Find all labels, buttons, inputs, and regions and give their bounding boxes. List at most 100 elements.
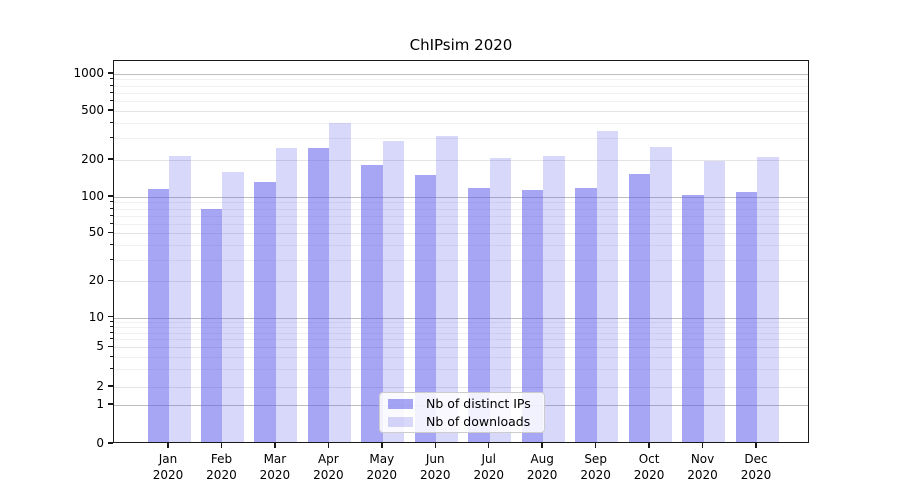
y-tick-minor-4 bbox=[110, 355, 113, 357]
bar-distinct-ips-mar[interactable] bbox=[254, 182, 276, 442]
bar-downloads-jan[interactable] bbox=[169, 155, 191, 442]
bar-downloads-apr[interactable] bbox=[329, 123, 351, 442]
bar-distinct-ips-jun[interactable] bbox=[414, 175, 437, 442]
legend-label-downloads: Nb of downloads bbox=[426, 414, 531, 429]
y-tick-minor-60 bbox=[110, 222, 113, 224]
x-tick-label-oct: Oct 2020 bbox=[633, 452, 665, 482]
gridline-y-600 bbox=[114, 101, 808, 103]
y-tick-label-1000: 1000 bbox=[73, 65, 104, 80]
gridline-y-60 bbox=[114, 223, 808, 225]
y-tick-minor-3 bbox=[110, 368, 113, 370]
plot-area bbox=[113, 60, 809, 443]
y-tick-minor-400 bbox=[110, 121, 113, 123]
gridline-y-10 bbox=[114, 317, 808, 319]
gridline-y-8 bbox=[114, 327, 808, 329]
bar-distinct-ips-apr[interactable] bbox=[307, 148, 330, 442]
gridline-y-3 bbox=[114, 369, 808, 371]
gridline-y-4 bbox=[114, 356, 808, 358]
chart-title: ChIPsim 2020 bbox=[409, 36, 513, 54]
y-tick-minor-90 bbox=[110, 201, 113, 203]
gridline-y-200 bbox=[114, 159, 808, 161]
bar-distinct-ips-jan[interactable] bbox=[147, 188, 169, 442]
gridline-y-40 bbox=[114, 244, 808, 246]
bar-distinct-ips-may[interactable] bbox=[361, 165, 383, 442]
gridline-y-90 bbox=[114, 202, 808, 204]
y-tick-minor-7 bbox=[110, 331, 113, 333]
x-tick-label-jun: Jun 2020 bbox=[419, 452, 451, 482]
y-tick-minor-5 bbox=[110, 346, 113, 348]
x-tick-jun bbox=[434, 443, 437, 448]
bar-downloads-oct[interactable] bbox=[650, 147, 672, 442]
bar-downloads-may[interactable] bbox=[382, 140, 405, 442]
y-tick-10 bbox=[108, 315, 113, 318]
gridline-y-5 bbox=[114, 347, 808, 349]
y-tick-minor-2 bbox=[110, 385, 113, 387]
legend-label-distinct-ips: Nb of distinct IPs bbox=[426, 396, 531, 411]
x-tick-label-jul: Jul 2020 bbox=[473, 452, 504, 482]
x-tick-label-dec: Dec 2020 bbox=[740, 452, 772, 482]
bar-downloads-aug[interactable] bbox=[543, 155, 565, 442]
bar-distinct-ips-oct[interactable] bbox=[628, 174, 651, 442]
y-tick-minor-600 bbox=[110, 100, 113, 102]
y-tick-0 bbox=[108, 442, 113, 444]
y-tick-minor-9 bbox=[110, 321, 113, 323]
gridline-y-7 bbox=[114, 332, 808, 334]
bar-downloads-jul[interactable] bbox=[489, 157, 512, 442]
x-tick-label-may: May 2020 bbox=[366, 452, 398, 482]
y-tick-minor-80 bbox=[110, 207, 113, 209]
x-tick-label-feb: Feb 2020 bbox=[206, 452, 237, 482]
bar-distinct-ips-jul[interactable] bbox=[468, 188, 490, 442]
x-tick-label-sep: Sep 2020 bbox=[580, 452, 611, 482]
bar-distinct-ips-feb[interactable] bbox=[200, 208, 223, 442]
bar-downloads-sep[interactable] bbox=[596, 130, 619, 442]
y-tick-minor-200 bbox=[110, 158, 113, 160]
bar-distinct-ips-aug[interactable] bbox=[521, 190, 544, 442]
bar-downloads-dec[interactable] bbox=[757, 156, 779, 442]
bar-downloads-nov[interactable] bbox=[703, 160, 726, 442]
x-tick-may bbox=[381, 443, 383, 448]
y-tick-minor-6 bbox=[110, 338, 113, 340]
y-tick-minor-900 bbox=[110, 78, 113, 80]
bar-downloads-mar[interactable] bbox=[275, 148, 298, 442]
gridline-y-2 bbox=[114, 386, 808, 388]
gridline-y-1000 bbox=[114, 73, 808, 75]
y-tick-label-10: 10 bbox=[88, 309, 104, 324]
gridline-y-700 bbox=[114, 92, 808, 94]
gridline-y-500 bbox=[114, 110, 808, 112]
x-tick-label-aug: Aug 2020 bbox=[526, 452, 558, 482]
gridline-y-70 bbox=[114, 215, 808, 217]
x-tick-oct bbox=[648, 443, 650, 448]
y-tick-label-20: 20 bbox=[88, 273, 104, 288]
y-tick-1 bbox=[108, 403, 113, 405]
gridline-y-20 bbox=[114, 281, 808, 283]
x-tick-nov bbox=[701, 443, 704, 448]
y-tick-label-200: 200 bbox=[81, 151, 104, 166]
gridline-y-30 bbox=[114, 260, 808, 262]
gridline-y-300 bbox=[114, 138, 808, 140]
gridline-y-100 bbox=[114, 196, 808, 198]
bar-distinct-ips-nov[interactable] bbox=[682, 194, 704, 442]
bar-downloads-feb[interactable] bbox=[222, 171, 244, 442]
y-tick-label-0: 0 bbox=[96, 436, 104, 450]
y-tick-1000 bbox=[108, 72, 113, 74]
y-tick-label-2: 2 bbox=[96, 378, 104, 393]
gridline-y-6 bbox=[114, 339, 808, 341]
x-tick-label-jan: Jan 2020 bbox=[152, 452, 184, 482]
bar-downloads-jun[interactable] bbox=[436, 136, 458, 442]
x-tick-jul bbox=[487, 443, 490, 448]
bar-distinct-ips-sep[interactable] bbox=[575, 188, 597, 442]
legend-item-downloads[interactable]: Nb of downloads bbox=[388, 414, 536, 429]
y-tick-label-1: 1 bbox=[96, 396, 104, 411]
y-tick-minor-40 bbox=[110, 243, 113, 245]
bar-distinct-ips-dec[interactable] bbox=[735, 191, 757, 442]
x-tick-dec bbox=[755, 443, 757, 448]
x-tick-mar bbox=[274, 443, 276, 448]
gridline-y-80 bbox=[114, 208, 808, 210]
y-tick-minor-20 bbox=[110, 280, 113, 282]
y-tick-label-50: 50 bbox=[88, 225, 104, 240]
y-tick-minor-300 bbox=[110, 137, 113, 139]
x-tick-aug bbox=[541, 443, 543, 448]
y-tick-minor-800 bbox=[110, 84, 113, 86]
legend-item-distinct-ips[interactable]: Nb of distinct IPs bbox=[388, 396, 536, 411]
x-tick-jan bbox=[167, 443, 169, 448]
